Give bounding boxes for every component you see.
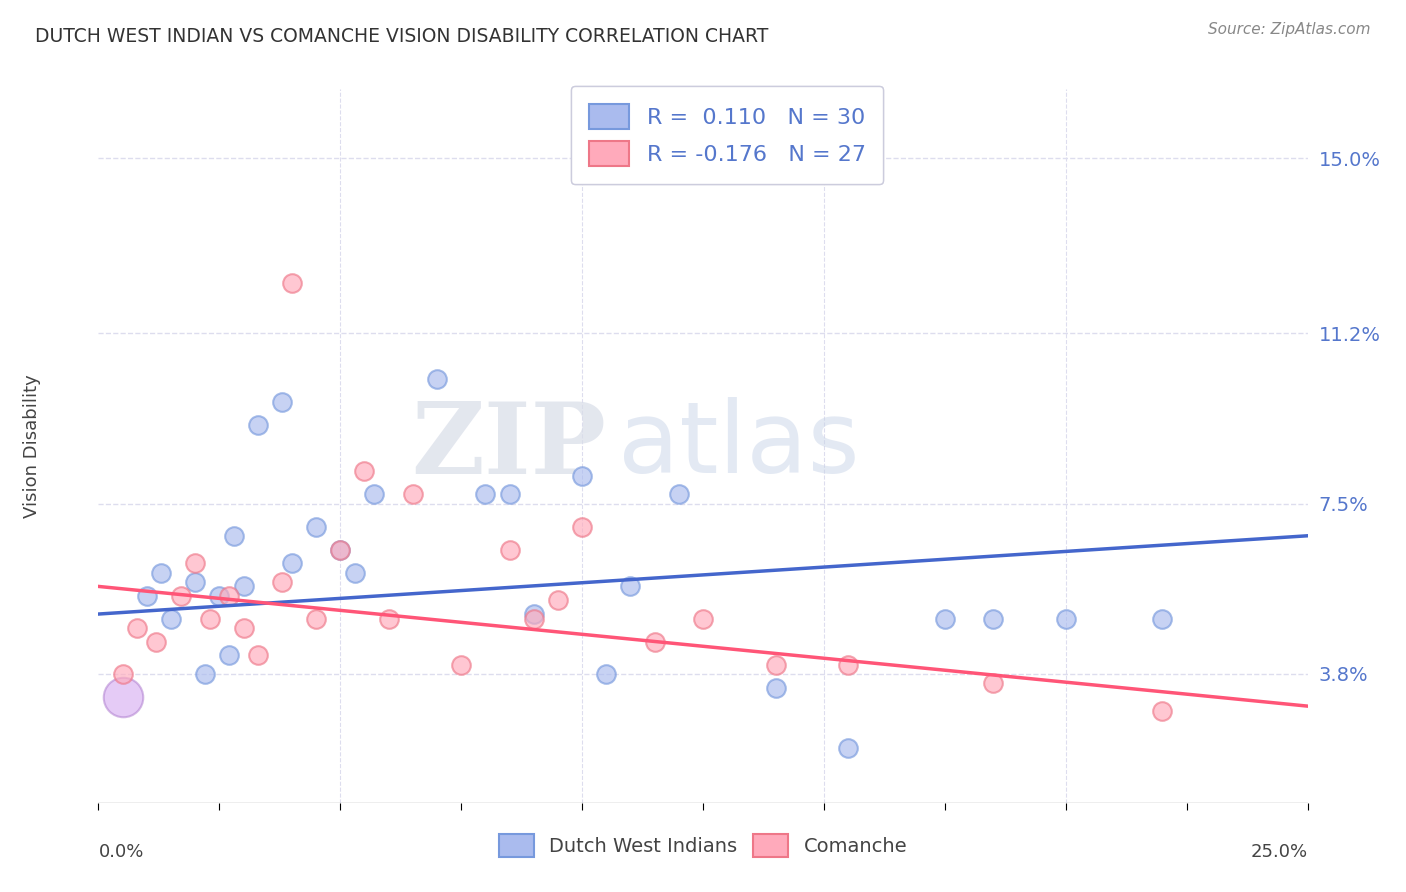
- Point: [169, 589, 191, 603]
- Point: [232, 621, 254, 635]
- Point: [247, 648, 270, 663]
- Point: [184, 557, 207, 571]
- Point: [208, 589, 231, 603]
- Point: [343, 566, 366, 580]
- Point: [765, 681, 787, 695]
- Point: [150, 566, 173, 580]
- Point: [450, 657, 472, 672]
- Point: [111, 666, 134, 681]
- Point: [426, 372, 449, 386]
- Point: [271, 395, 294, 409]
- Point: [1152, 612, 1174, 626]
- Text: Source: ZipAtlas.com: Source: ZipAtlas.com: [1208, 22, 1371, 37]
- Text: Vision Disability: Vision Disability: [22, 374, 41, 518]
- Point: [474, 487, 496, 501]
- Point: [135, 589, 157, 603]
- Point: [353, 464, 375, 478]
- Point: [363, 487, 385, 501]
- Point: [668, 487, 690, 501]
- Point: [145, 634, 167, 648]
- Point: [305, 519, 328, 533]
- Point: [271, 574, 294, 589]
- Point: [222, 529, 245, 543]
- Point: [160, 612, 183, 626]
- Point: [934, 612, 956, 626]
- Text: 0.0%: 0.0%: [98, 843, 143, 861]
- Point: [837, 657, 859, 672]
- Point: [402, 487, 425, 501]
- Point: [377, 612, 399, 626]
- Point: [523, 612, 546, 626]
- Point: [281, 276, 304, 290]
- Point: [571, 469, 593, 483]
- Text: atlas: atlas: [619, 398, 860, 494]
- Text: DUTCH WEST INDIAN VS COMANCHE VISION DISABILITY CORRELATION CHART: DUTCH WEST INDIAN VS COMANCHE VISION DIS…: [35, 27, 769, 45]
- Legend: R =  0.110   N = 30, R = -0.176   N = 27: R = 0.110 N = 30, R = -0.176 N = 27: [571, 86, 883, 184]
- Point: [644, 634, 666, 648]
- Text: ZIP: ZIP: [412, 398, 606, 494]
- Point: [765, 657, 787, 672]
- Point: [619, 579, 641, 593]
- Point: [523, 607, 546, 621]
- Point: [194, 666, 217, 681]
- Point: [547, 593, 569, 607]
- Point: [571, 519, 593, 533]
- Point: [218, 589, 240, 603]
- Point: [281, 557, 304, 571]
- Point: [111, 690, 134, 704]
- Point: [184, 574, 207, 589]
- Point: [498, 542, 520, 557]
- Legend: Dutch West Indians, Comanche: Dutch West Indians, Comanche: [491, 826, 915, 864]
- Point: [198, 612, 221, 626]
- Point: [329, 542, 352, 557]
- Point: [232, 579, 254, 593]
- Point: [1054, 612, 1077, 626]
- Text: 25.0%: 25.0%: [1250, 843, 1308, 861]
- Point: [981, 612, 1004, 626]
- Point: [127, 621, 149, 635]
- Point: [692, 612, 714, 626]
- Point: [329, 542, 352, 557]
- Point: [305, 612, 328, 626]
- Point: [981, 676, 1004, 690]
- Point: [247, 418, 270, 433]
- Point: [595, 666, 617, 681]
- Point: [218, 648, 240, 663]
- Point: [837, 740, 859, 755]
- Point: [1152, 704, 1174, 718]
- Point: [498, 487, 520, 501]
